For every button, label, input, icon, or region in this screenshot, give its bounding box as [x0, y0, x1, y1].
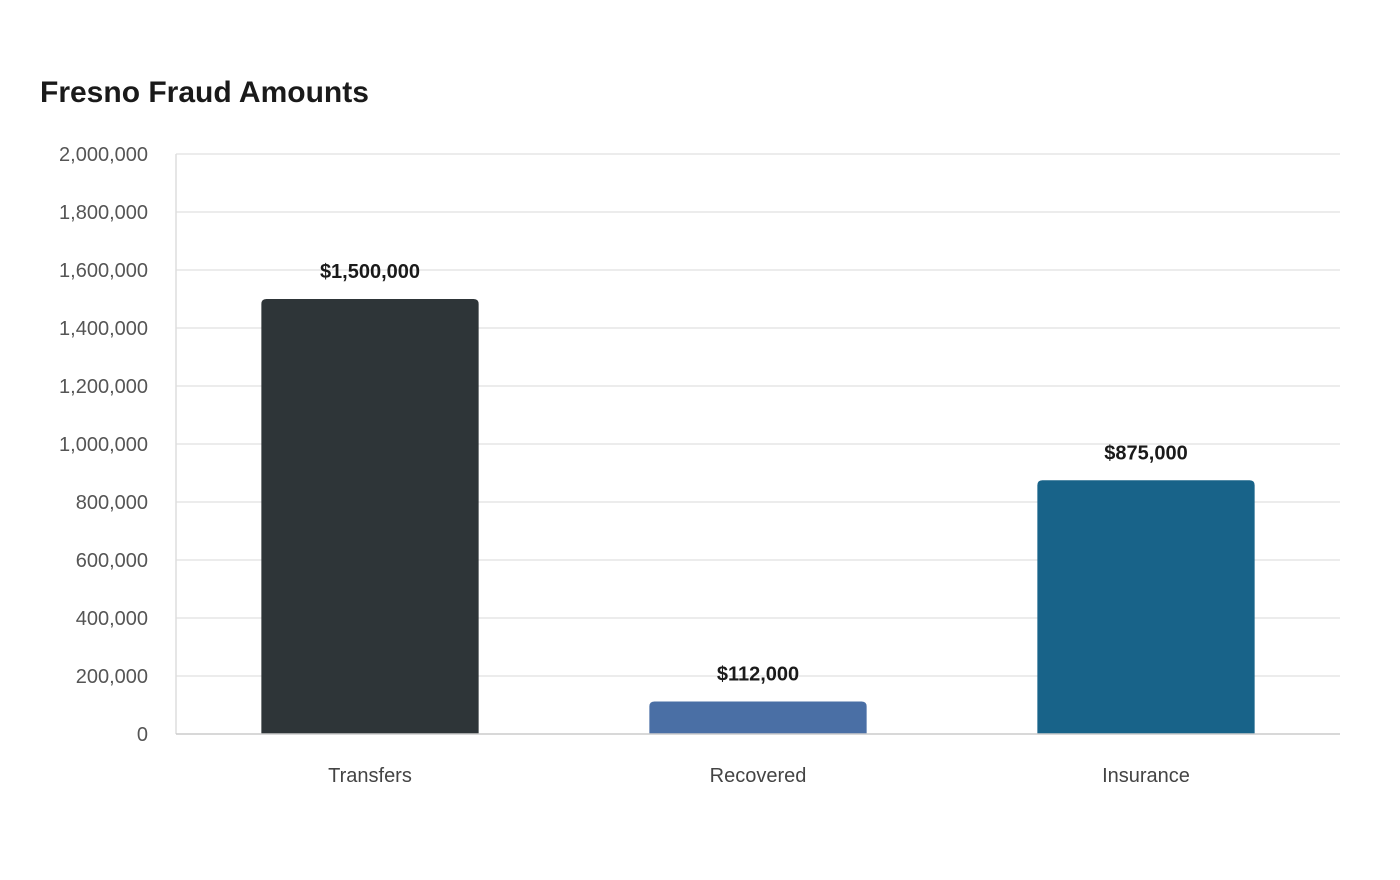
- y-tick-label: 1,600,000: [59, 260, 148, 282]
- y-tick-label: 1,200,000: [59, 376, 148, 398]
- y-axis-tick-labels: 0 200,000 400,000 600,000 800,000 1,000,000 1,…: [59, 144, 148, 746]
- data-label-insurance: $875,000: [1104, 442, 1187, 464]
- chart-title: Fresno Fraud Amounts: [40, 76, 369, 109]
- y-tick-label: 1,000,000: [59, 434, 148, 456]
- data-label-recovered: $112,000: [717, 664, 799, 686]
- y-tick-label: 400,000: [76, 608, 148, 630]
- y-tick-label: 600,000: [76, 550, 148, 572]
- y-tick-label: 800,000: [76, 492, 148, 514]
- x-category-label: Insurance: [1102, 765, 1190, 787]
- bar-recovered: [649, 701, 867, 734]
- y-tick-label: 0: [137, 724, 148, 746]
- y-tick-label: 200,000: [76, 666, 148, 688]
- x-axis-category-labels: Transfers Recovered Insurance: [328, 765, 1190, 787]
- y-tick-label: 1,400,000: [59, 318, 148, 340]
- bar-insurance: [1037, 480, 1255, 734]
- bar-transfers: [261, 299, 479, 734]
- y-tick-label: 2,000,000: [59, 144, 148, 166]
- x-category-label: Recovered: [710, 765, 807, 787]
- axes: [175, 154, 1340, 735]
- data-labels: $1,500,000 $112,000 $875,000: [320, 261, 1188, 686]
- bars: [261, 299, 1255, 734]
- data-label-transfers: $1,500,000: [320, 261, 420, 283]
- y-tick-label: 1,800,000: [59, 202, 148, 224]
- x-category-label: Transfers: [328, 765, 412, 787]
